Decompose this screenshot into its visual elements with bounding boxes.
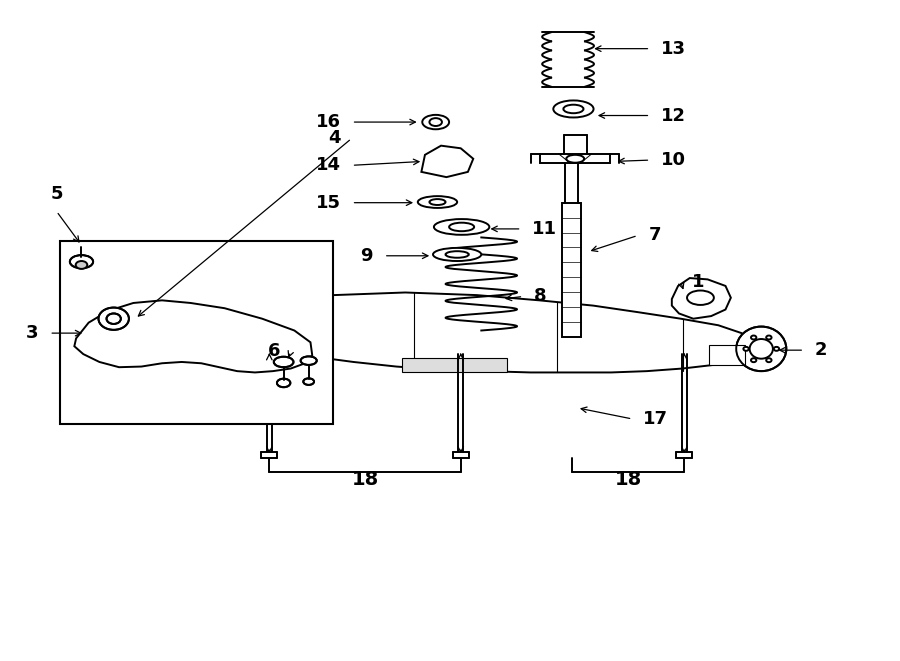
Ellipse shape: [774, 347, 779, 351]
Ellipse shape: [429, 199, 445, 205]
Text: 1: 1: [691, 273, 704, 291]
Polygon shape: [207, 292, 749, 372]
Text: 9: 9: [361, 247, 374, 265]
Ellipse shape: [766, 358, 771, 362]
Ellipse shape: [434, 219, 490, 235]
Text: 5: 5: [50, 185, 63, 204]
Ellipse shape: [418, 196, 457, 208]
Text: 7: 7: [649, 227, 662, 245]
Ellipse shape: [449, 223, 474, 231]
Polygon shape: [421, 145, 473, 177]
Text: 13: 13: [662, 40, 686, 58]
Ellipse shape: [106, 313, 121, 324]
Ellipse shape: [277, 379, 291, 387]
Bar: [709, 345, 745, 365]
Ellipse shape: [743, 347, 749, 351]
Bar: [60, 241, 333, 424]
Text: 10: 10: [662, 151, 686, 169]
Text: 12: 12: [662, 106, 686, 124]
Ellipse shape: [446, 251, 469, 258]
Ellipse shape: [70, 255, 93, 268]
Ellipse shape: [433, 248, 482, 261]
Text: 6: 6: [267, 342, 280, 360]
Text: 2: 2: [814, 341, 827, 359]
Ellipse shape: [563, 104, 583, 113]
Polygon shape: [671, 278, 731, 319]
Text: 18: 18: [615, 471, 642, 489]
Bar: [207, 334, 278, 357]
Text: 4: 4: [328, 130, 341, 147]
Ellipse shape: [766, 336, 771, 340]
Text: 15: 15: [316, 194, 341, 212]
Text: 3: 3: [26, 324, 39, 342]
Ellipse shape: [429, 118, 442, 126]
Bar: [540, 154, 610, 163]
Text: 17: 17: [644, 410, 668, 428]
Text: 14: 14: [316, 157, 341, 175]
Ellipse shape: [687, 291, 714, 305]
Ellipse shape: [751, 358, 756, 362]
Ellipse shape: [422, 115, 449, 130]
Ellipse shape: [76, 261, 87, 269]
Ellipse shape: [98, 307, 129, 330]
Ellipse shape: [566, 155, 584, 163]
Ellipse shape: [554, 100, 594, 118]
Ellipse shape: [736, 327, 787, 371]
Bar: [401, 358, 508, 372]
Text: 18: 18: [351, 471, 379, 489]
Ellipse shape: [274, 357, 293, 368]
Bar: [562, 203, 581, 337]
Text: 11: 11: [532, 220, 557, 238]
Polygon shape: [75, 300, 312, 372]
Ellipse shape: [750, 339, 773, 359]
Text: 16: 16: [316, 113, 341, 131]
Ellipse shape: [751, 336, 756, 340]
Text: 8: 8: [534, 288, 546, 305]
Ellipse shape: [301, 356, 317, 365]
Ellipse shape: [303, 378, 314, 385]
